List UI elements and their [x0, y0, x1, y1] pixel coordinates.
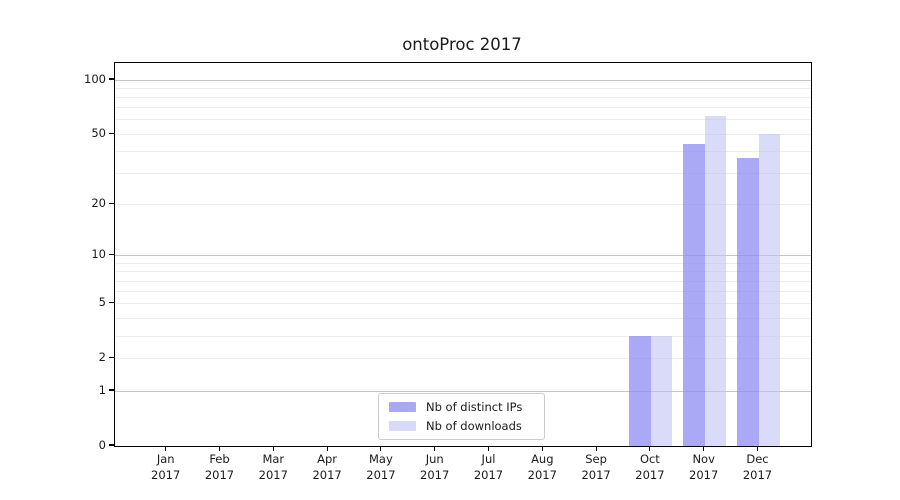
gridline-minor-7 [115, 280, 811, 282]
legend-swatch-distinct-ips [389, 402, 416, 412]
gridline-minor-70 [115, 107, 811, 109]
x-axis-tick-mark [487, 446, 490, 451]
x-axis-tick-label-apr: Apr 2017 [312, 452, 342, 482]
x-axis-tick-mark [756, 446, 759, 451]
x-axis-tick-mark [595, 446, 597, 451]
y-axis-tick-mark [108, 202, 114, 205]
y-axis-tick-label-20: 20 [91, 196, 106, 211]
y-axis-tick-label-5: 5 [98, 295, 106, 310]
x-axis-tick-mark [326, 446, 328, 451]
y-axis-tick-mark [108, 302, 114, 304]
x-axis-tick-label-may: May 2017 [366, 452, 396, 482]
x-axis-tick-label-aug: Aug 2017 [527, 452, 557, 482]
gridline-major-100 [115, 79, 811, 81]
x-axis-tick-label-nov: Nov 2017 [689, 452, 719, 482]
gridline-minor-3 [115, 335, 811, 337]
gridline-minor-30 [115, 173, 811, 175]
x-axis-tick-label-jan: Jan 2017 [151, 452, 181, 482]
x-axis-tick-mark [541, 446, 543, 451]
plot-area: Nb of distinct IPs Nb of downloads [114, 62, 812, 447]
x-axis-tick-mark [434, 446, 436, 451]
bar-distinct-ips-oct [629, 336, 651, 446]
chart-title: ontoProc 2017 [402, 35, 522, 54]
y-axis-tick-mark [108, 444, 114, 446]
legend-item-distinct-ips: Nb of distinct IPs [389, 399, 534, 415]
gridline-minor-5 [115, 303, 811, 305]
gridline-minor-9 [115, 262, 811, 264]
x-axis-tick-label-jun: Jun 2017 [420, 452, 450, 482]
x-axis-tick-label-sep: Sep 2017 [581, 452, 611, 482]
y-axis-tick-label-50: 50 [91, 125, 106, 140]
y-axis-tick-label-2: 2 [98, 350, 106, 365]
legend-label-downloads: Nb of downloads [426, 419, 522, 433]
x-axis-tick-mark [703, 446, 705, 451]
legend-item-downloads: Nb of downloads [389, 418, 534, 434]
gridline-minor-20 [115, 204, 811, 206]
y-axis-tick-mark [108, 254, 114, 256]
gridline-minor-4 [115, 317, 811, 319]
gridline-major-1 [115, 390, 811, 392]
y-axis-tick-mark [108, 132, 114, 134]
x-axis-tick-label-jul: Jul 2017 [473, 452, 504, 482]
x-axis-tick-mark [165, 446, 167, 451]
y-axis-tick-label-1: 1 [98, 382, 106, 397]
bar-distinct-ips-dec [737, 157, 759, 446]
bar-distinct-ips-nov [683, 144, 705, 446]
bar-downloads-dec [758, 134, 780, 446]
y-axis-tick-mark [108, 78, 114, 80]
legend-swatch-downloads [389, 421, 416, 431]
legend-label-distinct-ips: Nb of distinct IPs [426, 400, 523, 414]
x-axis-tick-mark [380, 446, 382, 451]
x-axis-tick-mark [218, 446, 221, 451]
gridline-minor-2 [115, 358, 811, 360]
y-axis-tick-mark [108, 357, 114, 359]
x-axis-tick-label-mar: Mar 2017 [258, 452, 288, 482]
y-axis-tick-label-100: 100 [84, 71, 106, 86]
gridline-minor-90 [115, 87, 811, 89]
x-axis-tick-mark [272, 446, 274, 451]
gridline-minor-60 [115, 119, 811, 121]
gridline-major-10 [115, 255, 811, 257]
legend: Nb of distinct IPs Nb of downloads [378, 393, 545, 440]
gridline-minor-80 [115, 97, 811, 98]
x-axis-tick-label-dec: Dec 2017 [742, 452, 773, 482]
y-axis-tick-label-10: 10 [91, 247, 106, 262]
x-axis-tick-label-feb: Feb 2017 [204, 452, 235, 482]
gridline-minor-8 [115, 271, 811, 273]
y-axis-tick-mark [108, 389, 114, 391]
gridline-minor-50 [115, 133, 811, 135]
bar-downloads-nov [704, 116, 727, 446]
x-axis-tick-label-oct: Oct 2017 [635, 452, 665, 482]
x-axis-tick-mark [649, 446, 651, 451]
gridline-minor-40 [115, 151, 811, 152]
gridline-minor-6 [115, 291, 811, 293]
y-axis-tick-label-0: 0 [98, 437, 106, 452]
bar-downloads-oct [650, 336, 673, 446]
